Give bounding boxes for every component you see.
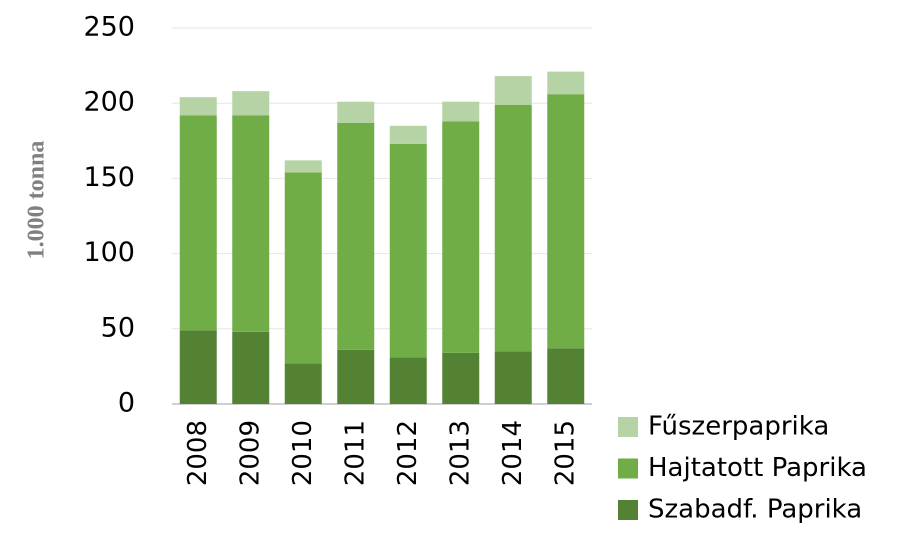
x-tick-label: 2013 [445,420,475,486]
bar-segment [389,125,427,144]
bar-segment [337,122,375,350]
bar-segment [389,143,427,358]
bar-segment [232,331,270,404]
bar-segment [284,172,322,364]
bar-segment [442,101,480,122]
bar-segment [547,71,585,95]
bar-segment [442,352,480,404]
x-tick-label: 2010 [288,420,318,486]
y-axis-label: 1.000 tonna [24,141,50,260]
legend-swatch [618,500,638,520]
legend-label: Szabadf. Paprika [648,495,862,525]
bar-segment [442,121,480,353]
bar-segment [547,348,585,404]
bar-segment [232,91,270,116]
y-tick-label: 250 [83,12,135,43]
y-tick-label: 0 [118,388,135,419]
bar-segment [179,330,217,404]
y-tick-label: 200 [83,87,135,118]
bar-segment [179,115,217,331]
y-tick-label: 100 [83,237,135,268]
x-tick-label: 2012 [393,420,423,486]
x-tick-label: 2008 [183,420,213,486]
bar-segment [494,76,532,105]
legend-swatch [618,417,638,437]
legend-label: Hajtatott Paprika [648,453,867,483]
bar-segment [337,101,375,123]
x-tick-label: 2014 [498,420,528,486]
bar-segment [284,363,322,404]
bar-segment [179,97,217,116]
legend-swatch [618,458,638,479]
x-tick-label: 2009 [235,420,265,486]
legend-label: Fűszerpaprika [648,412,829,442]
bar-segment [494,104,532,352]
bar-segment [284,160,322,173]
x-tick-label: 2011 [340,420,370,486]
bar-segment [337,349,375,404]
y-tick-label: 50 [101,312,135,343]
x-tick-label: 2015 [550,420,580,486]
y-tick-label: 150 [83,162,135,193]
bar-segment [494,351,532,404]
bar-segment [547,94,585,349]
bar-segment [389,357,427,404]
bar-segment [232,115,270,332]
